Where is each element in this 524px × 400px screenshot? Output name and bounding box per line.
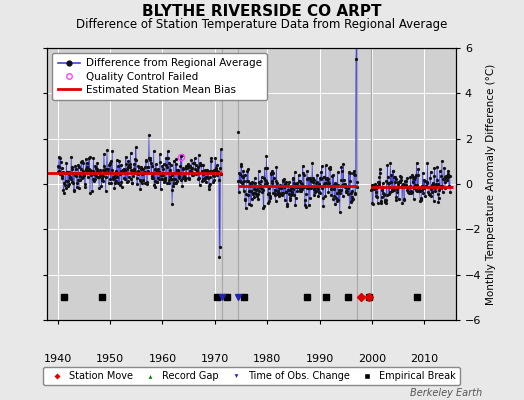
Text: 1990: 1990 xyxy=(305,354,334,364)
Legend: Difference from Regional Average, Quality Control Failed, Estimated Station Mean: Difference from Regional Average, Qualit… xyxy=(52,53,267,100)
Text: 1970: 1970 xyxy=(201,354,229,364)
Text: 1950: 1950 xyxy=(96,354,124,364)
Y-axis label: Monthly Temperature Anomaly Difference (°C): Monthly Temperature Anomaly Difference (… xyxy=(486,63,496,305)
Text: 1960: 1960 xyxy=(148,354,177,364)
Text: Difference of Station Temperature Data from Regional Average: Difference of Station Temperature Data f… xyxy=(77,18,447,31)
Text: BLYTHE RIVERSIDE CO ARPT: BLYTHE RIVERSIDE CO ARPT xyxy=(142,4,382,19)
Text: 2010: 2010 xyxy=(410,354,439,364)
Text: 2000: 2000 xyxy=(358,354,386,364)
Text: Berkeley Earth: Berkeley Earth xyxy=(410,388,482,398)
Text: 1980: 1980 xyxy=(253,354,281,364)
Text: 1940: 1940 xyxy=(43,354,72,364)
Legend: Station Move, Record Gap, Time of Obs. Change, Empirical Break: Station Move, Record Gap, Time of Obs. C… xyxy=(43,367,460,385)
